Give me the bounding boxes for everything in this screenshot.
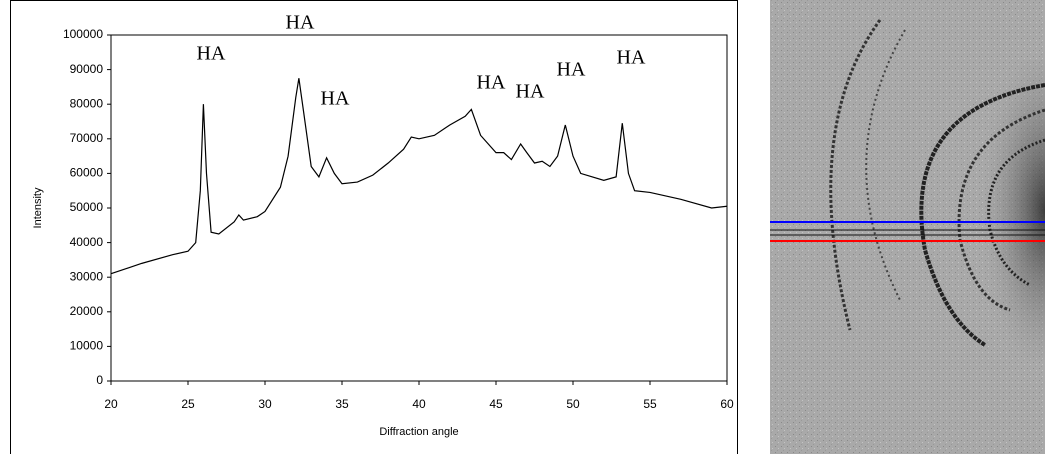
y-tick-label: 30000 [70,269,104,283]
x-tick-label: 40 [412,397,426,411]
y-tick-label: 100000 [63,27,103,41]
y-axis-label: Intensity [32,187,44,228]
peak-annotation: HA [321,88,350,110]
y-tick-label: 70000 [70,131,104,145]
y-tick-label: 80000 [70,96,104,110]
peak-annotation: HA [516,81,545,103]
x-tick-label: 30 [258,397,272,411]
y-tick-label: 20000 [70,304,104,318]
peak-annotation: HA [197,43,226,65]
y-tick-label: 10000 [70,339,104,353]
x-tick-label: 25 [181,397,195,411]
x-axis-label: Diffraction angle [379,426,458,438]
y-tick-label: 90000 [70,62,104,76]
x-tick-label: 60 [720,397,734,411]
peak-annotation: HA [557,59,586,81]
chart-frame [10,0,738,459]
x-tick-label: 55 [643,397,657,411]
y-tick-label: 60000 [70,166,104,180]
data-line [110,78,728,275]
peak-annotation: HA [477,72,506,94]
x-tick-label: 50 [566,397,580,411]
y-tick-label: 40000 [70,235,104,249]
y-tick-label: 50000 [70,200,104,214]
diffraction-image [770,0,1045,454]
x-tick-label: 20 [104,397,118,411]
x-tick-label: 35 [335,397,349,411]
peak-annotation: HA [617,47,646,69]
peak-annotation: HA [286,12,315,34]
x-tick-label: 45 [489,397,503,411]
y-tick-label: 0 [96,373,103,387]
